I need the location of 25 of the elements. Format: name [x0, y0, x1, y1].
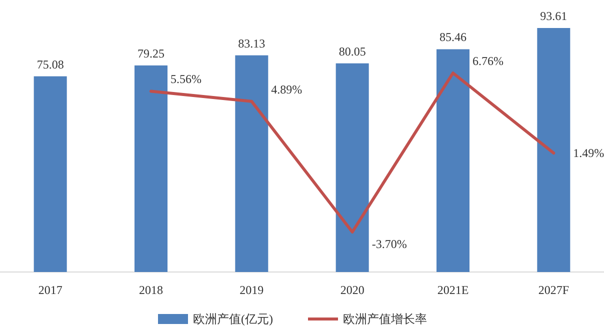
x-tick-label: 2018 [139, 283, 163, 297]
bar [436, 49, 470, 272]
data-label: 80.05 [338, 44, 366, 58]
x-tick-label: 2017 [38, 283, 62, 297]
x-tick-label: 2027F [538, 283, 570, 297]
data-label: 83.13 [238, 36, 266, 50]
x-tick-label: 2021E [437, 283, 469, 297]
data-label: 4.89% [271, 82, 302, 96]
data-label: -3.70% [372, 237, 407, 251]
legend-label: 欧洲产值(亿元) [193, 312, 273, 326]
data-label: 6.76% [472, 54, 504, 68]
bar [34, 76, 67, 272]
legend-label: 欧洲产值增长率 [343, 312, 427, 326]
bar [134, 65, 168, 272]
data-label: 1.49% [573, 146, 604, 160]
x-tick-label: 2020 [340, 283, 364, 297]
bar [235, 55, 268, 272]
bar [537, 28, 570, 272]
data-label: 5.56% [170, 72, 202, 86]
data-label: 93.61 [540, 9, 568, 23]
data-label: 85.46 [440, 30, 466, 44]
bar [336, 63, 369, 272]
data-label: 75.08 [36, 57, 64, 72]
data-label: 79.25 [138, 46, 164, 60]
x-tick-label: 2019 [240, 283, 264, 297]
